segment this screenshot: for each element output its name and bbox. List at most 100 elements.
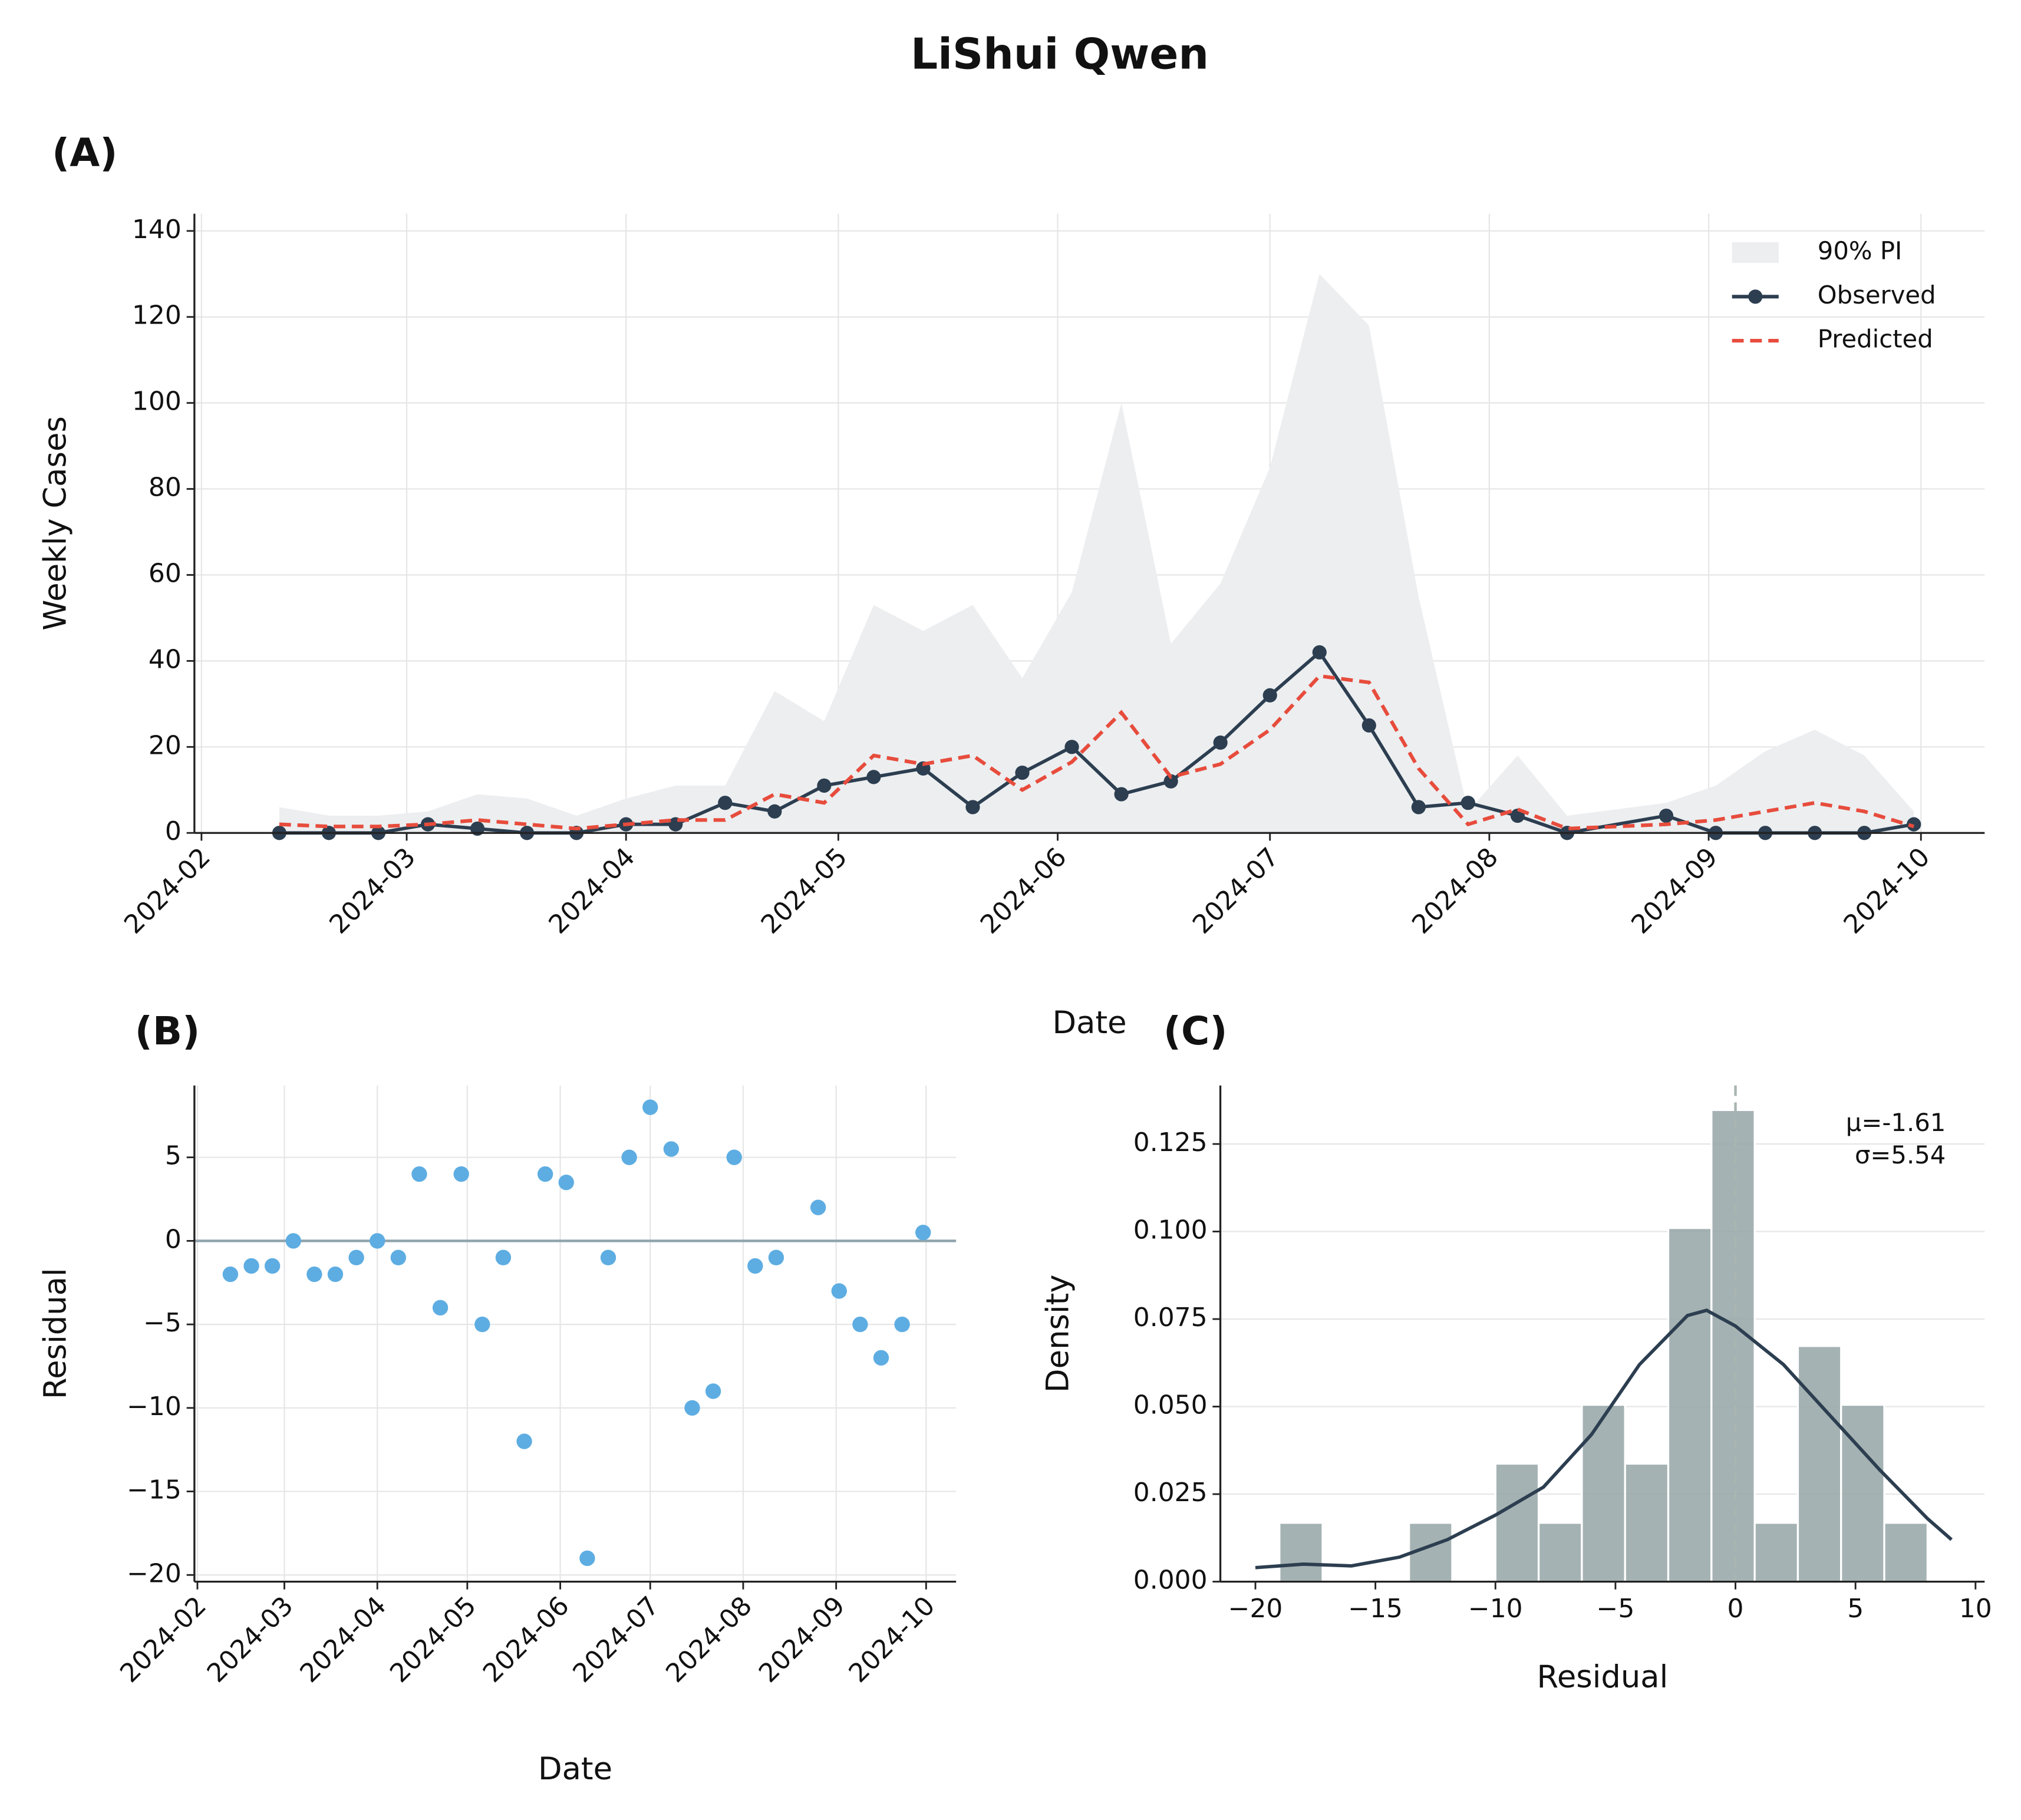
residual-point (558, 1175, 574, 1191)
histogram-bar (1624, 1462, 1670, 1583)
residual-point (264, 1258, 281, 1274)
y-tick-label: 0.000 (1133, 1565, 1208, 1595)
residual-point (495, 1249, 512, 1265)
data-point (1907, 817, 1921, 832)
x-tick-label: 2024-10 (1838, 842, 1936, 940)
histogram-bar (1494, 1462, 1540, 1583)
legend-label: Observed (1818, 281, 1936, 309)
y-tick-label: 40 (149, 644, 182, 674)
residual-point (894, 1316, 910, 1333)
residual-point (705, 1383, 721, 1399)
data-point (1659, 808, 1674, 823)
x-tick-label: 2024-09 (753, 1591, 851, 1689)
x-tick-label: 2024-05 (756, 842, 853, 940)
x-tick-label: 2024-04 (294, 1591, 392, 1689)
y-axis-label: Density (1040, 1274, 1076, 1392)
data-point (718, 796, 733, 810)
data-point (1361, 718, 1376, 733)
residual-point (516, 1433, 532, 1449)
data-point (1411, 800, 1426, 815)
x-axis-label: Residual (1537, 1659, 1669, 1695)
x-tick-label: 2024-04 (543, 842, 641, 940)
data-point (1064, 740, 1079, 754)
residual-point (852, 1316, 868, 1333)
x-tick-label: 2024-02 (118, 842, 216, 940)
residual-point (537, 1166, 553, 1182)
residual-point (600, 1249, 616, 1265)
residual-point (348, 1249, 364, 1265)
y-tick-label: 140 (132, 215, 182, 245)
y-tick-label: 0.050 (1133, 1390, 1208, 1420)
series-line (279, 674, 1915, 831)
annotation: μ=-1.61 (1846, 1108, 1946, 1137)
data-point (1312, 645, 1327, 660)
histogram-bar (1278, 1522, 1324, 1583)
y-axis-label: Weekly Cases (38, 416, 74, 631)
y-tick-label: 0.075 (1133, 1303, 1208, 1333)
histogram-bar (1796, 1345, 1842, 1583)
panel-label: (A) (52, 130, 117, 176)
residual-point (432, 1300, 449, 1315)
kde-curve (1255, 1308, 1953, 1570)
x-tick-label: −20 (1228, 1594, 1283, 1624)
data-point (965, 800, 980, 815)
residual-point (306, 1266, 322, 1282)
residual-point (873, 1350, 889, 1366)
histogram-bar (1537, 1522, 1583, 1583)
data-point (817, 778, 832, 793)
histogram-bar (1710, 1109, 1756, 1583)
residual-point (579, 1550, 595, 1567)
legend-label: Predicted (1818, 325, 1933, 354)
y-tick-label: 0 (165, 816, 182, 846)
data-point (1015, 765, 1030, 780)
x-tick-label: 2024-10 (843, 1591, 941, 1689)
histogram-bar (1753, 1522, 1799, 1583)
x-tick-label: 2024-02 (114, 1591, 212, 1689)
residual-point (831, 1283, 847, 1299)
figure-title: LiShui Qwen (911, 30, 1209, 80)
residual-point (327, 1266, 344, 1282)
x-tick-label: 2024-03 (324, 842, 421, 940)
residual-point (642, 1099, 658, 1115)
x-tick-label: 2024-08 (1406, 842, 1504, 940)
prediction-interval (279, 273, 1914, 833)
x-tick-label: −15 (1348, 1594, 1403, 1624)
x-tick-label: −5 (1597, 1594, 1635, 1624)
residual-point (474, 1316, 490, 1333)
y-tick-label: 0.125 (1133, 1127, 1208, 1158)
y-tick-label: 0 (165, 1224, 182, 1254)
residual-point (684, 1400, 700, 1416)
residual-point (768, 1249, 784, 1265)
y-tick-label: 100 (132, 387, 182, 417)
data-point (1213, 735, 1228, 750)
panel-label: (C) (1163, 1008, 1228, 1054)
histogram-bar (1883, 1522, 1929, 1583)
residual-point (621, 1149, 637, 1165)
x-tick-label: 2024-07 (1187, 842, 1285, 940)
residual-point (243, 1258, 259, 1274)
x-tick-label: 2024-06 (975, 842, 1073, 940)
y-tick-label: −5 (143, 1308, 182, 1338)
data-point (1163, 774, 1178, 789)
residual-point (747, 1258, 763, 1274)
x-tick-label: −10 (1468, 1594, 1523, 1624)
y-tick-label: 80 (149, 473, 182, 503)
y-tick-label: 0.100 (1133, 1215, 1208, 1245)
data-point (1114, 787, 1129, 802)
y-tick-label: 60 (149, 558, 182, 588)
residual-point (411, 1166, 427, 1182)
x-tick-label: 0 (1727, 1594, 1744, 1624)
x-tick-label: 10 (1959, 1594, 1992, 1624)
panel-label: (B) (135, 1008, 200, 1054)
x-axis-label: Date (538, 1751, 612, 1787)
residual-point (453, 1166, 469, 1182)
y-tick-label: −10 (127, 1392, 182, 1422)
x-tick-label: 2024-03 (202, 1591, 299, 1689)
y-tick-label: 120 (132, 301, 182, 331)
data-point (866, 770, 881, 784)
x-tick-label: 2024-09 (1626, 842, 1723, 940)
y-tick-label: −20 (127, 1558, 182, 1588)
y-tick-label: 0.025 (1133, 1478, 1208, 1508)
annotation: σ=5.54 (1855, 1140, 1946, 1169)
legend-marker (1748, 289, 1763, 304)
